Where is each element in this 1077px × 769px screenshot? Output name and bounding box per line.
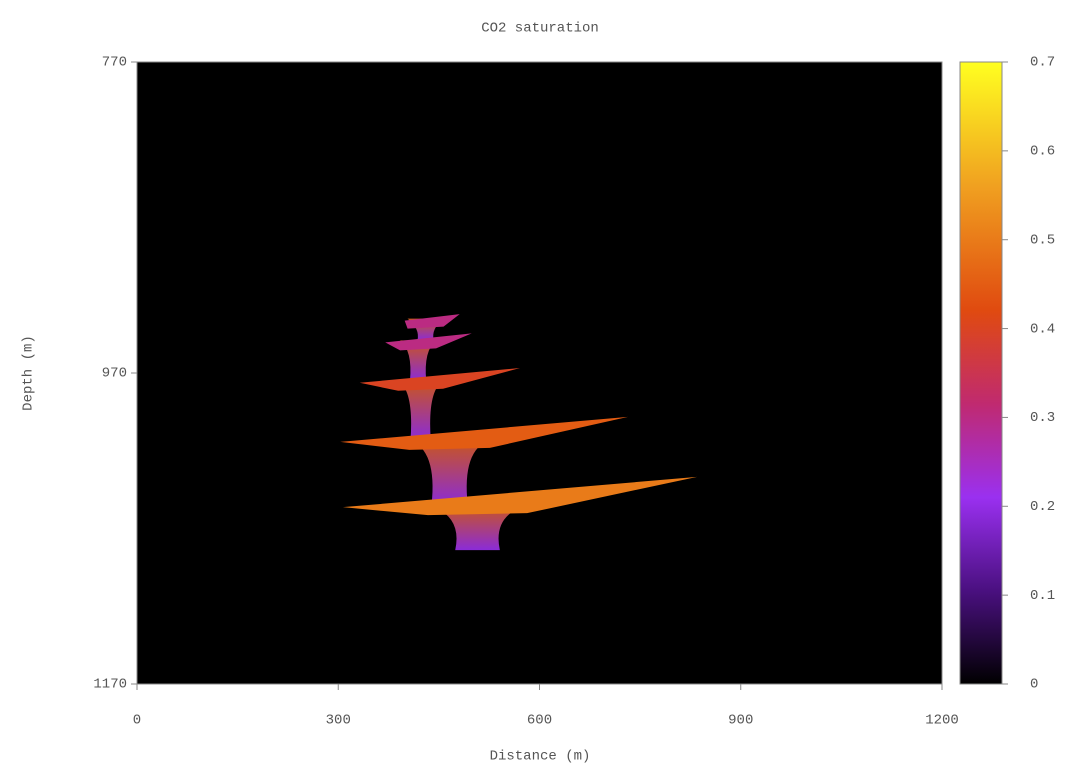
x-tick-label: 0 <box>133 713 141 729</box>
colorbar-tick-label: 0 <box>1030 677 1038 693</box>
colorbar-tick-label: 0.5 <box>1030 232 1055 248</box>
y-tick-label: 770 <box>102 55 127 71</box>
colorbar-tick-label: 0.2 <box>1030 499 1055 515</box>
plume-finger <box>340 416 629 450</box>
plume-drip <box>398 380 444 440</box>
plume-finger <box>342 476 698 516</box>
chart-title: CO2 saturation <box>481 21 599 37</box>
x-tick-label: 300 <box>326 713 351 729</box>
plume-drip <box>427 505 528 551</box>
x-axis-label: Distance (m) <box>490 749 591 765</box>
plume-finger <box>385 333 472 351</box>
y-tick-label: 970 <box>102 366 127 382</box>
colorbar <box>959 61 1003 685</box>
colorbar-tick-label: 0.6 <box>1030 144 1055 160</box>
colorbar-tick-label: 0.4 <box>1030 321 1055 337</box>
plume-drip <box>400 340 437 381</box>
colorbar-tick-label: 0.3 <box>1030 410 1055 426</box>
y-tick-label: 1170 <box>93 677 127 693</box>
y-axis-label: Depth (m) <box>21 335 37 411</box>
plume-drip <box>409 439 490 506</box>
colorbar-tick-label: 0.7 <box>1030 55 1055 71</box>
plot-background <box>137 62 942 684</box>
x-tick-label: 900 <box>728 713 753 729</box>
x-tick-label: 1200 <box>925 713 959 729</box>
plume-finger <box>359 367 521 391</box>
plume-finger <box>404 314 460 329</box>
colorbar-tick-label: 0.1 <box>1030 588 1055 604</box>
x-tick-label: 600 <box>527 713 552 729</box>
